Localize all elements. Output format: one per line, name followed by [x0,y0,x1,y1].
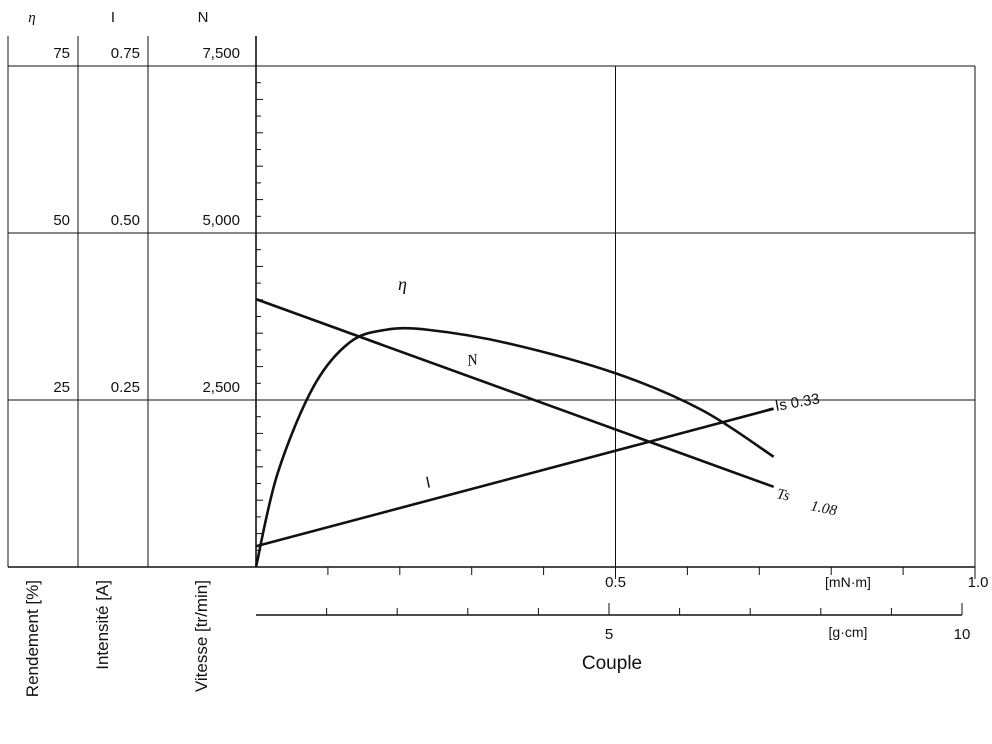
y-tick-label: 0.25 [111,379,140,396]
y-tick-label: 5,000 [202,212,240,229]
x-primary-unit: [mN·m] [825,574,871,590]
annotation-text: Is 0.33 [774,390,821,415]
series-line [255,297,775,489]
y-axis-label: Vitesse [tr/min] [192,580,211,692]
annotation-leader [761,407,773,412]
annotation-text: Ts [775,486,791,504]
labels-layer: η N I Is 0.33 Ts 1.08 [398,274,960,519]
y-tick-label: 2,500 [202,379,240,396]
chart-frame [7,36,976,568]
x-axes: 0.5 1.0 [mN·m] 5 10 [g·cm] Couple [256,567,988,674]
series-layer [254,297,775,568]
series-line [254,326,775,568]
y-tick-label: 75 [53,45,70,62]
x-primary-tick-label: 1.0 [968,574,989,591]
series-label: I [424,474,432,492]
gridlines [8,65,975,567]
axis-symbol: η [28,10,35,26]
y-tick-label: 0.75 [111,45,140,62]
y-tick-label: 50 [53,212,70,229]
y-tick-label: 0.50 [111,212,140,229]
y-tick-label: 25 [53,379,70,396]
y-axis-label: Intensité [A] [93,580,112,670]
series-label: η [398,274,407,294]
left-axes: η 25 50 75 Rendement [%] I 0.25 0.50 0.75 Intensi… [23,9,240,697]
axis-symbol: I [111,9,115,26]
x-secondary-tick-label: 5 [605,626,613,643]
x-secondary-tick-label: 10 [954,626,971,643]
series-line [255,407,775,548]
y-tick-label: 7,500 [202,45,240,62]
x-secondary-unit: [g·cm] [829,624,868,640]
x-primary-tick-label: 0.5 [605,574,626,591]
y-axis-label: Rendement [%] [23,580,42,697]
axis-symbol: N [198,9,209,26]
series-label: N [465,351,481,370]
annotation-text: 1.08 [809,498,838,519]
x-axis-title: Couple [582,653,642,674]
